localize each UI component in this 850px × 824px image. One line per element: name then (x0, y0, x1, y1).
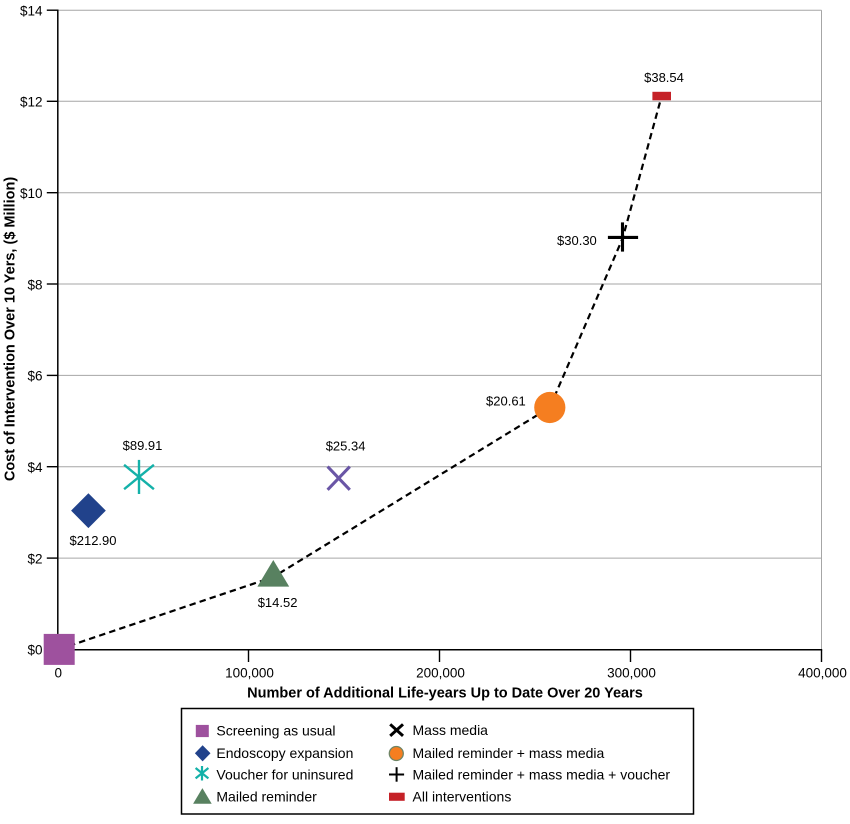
svg-text:Number of Additional Life-year: Number of Additional Life-years Up to Da… (247, 686, 643, 702)
svg-text:$0: $0 (27, 643, 42, 658)
svg-text:$212.90: $212.90 (70, 533, 117, 548)
svg-text:$8: $8 (27, 277, 42, 292)
svg-text:300,000: 300,000 (607, 666, 656, 681)
svg-text:$30.30: $30.30 (557, 233, 597, 248)
svg-text:100,000: 100,000 (225, 666, 274, 681)
svg-text:Endoscopy expansion: Endoscopy expansion (216, 745, 353, 761)
svg-text:400,000: 400,000 (798, 666, 847, 681)
svg-text:Cost of Intervention Over 10 Y: Cost of Intervention Over 10 Yers, ($ Mi… (3, 177, 19, 481)
svg-text:$12: $12 (20, 95, 43, 110)
svg-text:$38.54: $38.54 (644, 70, 684, 85)
svg-text:$20.61: $20.61 (486, 393, 526, 408)
svg-text:$10: $10 (20, 186, 43, 201)
svg-text:Mailed reminder + mass media: Mailed reminder + mass media (413, 745, 605, 761)
svg-text:$4: $4 (27, 460, 43, 475)
svg-text:Mailed reminder: Mailed reminder (216, 789, 317, 805)
svg-text:$6: $6 (27, 369, 42, 384)
svg-text:Mass media: Mass media (413, 722, 489, 738)
svg-text:$2: $2 (27, 551, 42, 566)
svg-text:$14.52: $14.52 (258, 595, 298, 610)
svg-text:$25.34: $25.34 (326, 439, 366, 454)
svg-text:0: 0 (54, 666, 62, 681)
svg-text:All interventions: All interventions (413, 789, 512, 805)
svg-text:Voucher for uninsured: Voucher for uninsured (216, 767, 353, 783)
svg-text:Mailed reminder + mass media +: Mailed reminder + mass media + voucher (413, 767, 671, 783)
svg-text:$89.91: $89.91 (123, 438, 163, 453)
svg-text:$14: $14 (20, 4, 43, 19)
svg-text:Screening as usual: Screening as usual (216, 723, 335, 739)
svg-text:200,000: 200,000 (416, 666, 465, 681)
